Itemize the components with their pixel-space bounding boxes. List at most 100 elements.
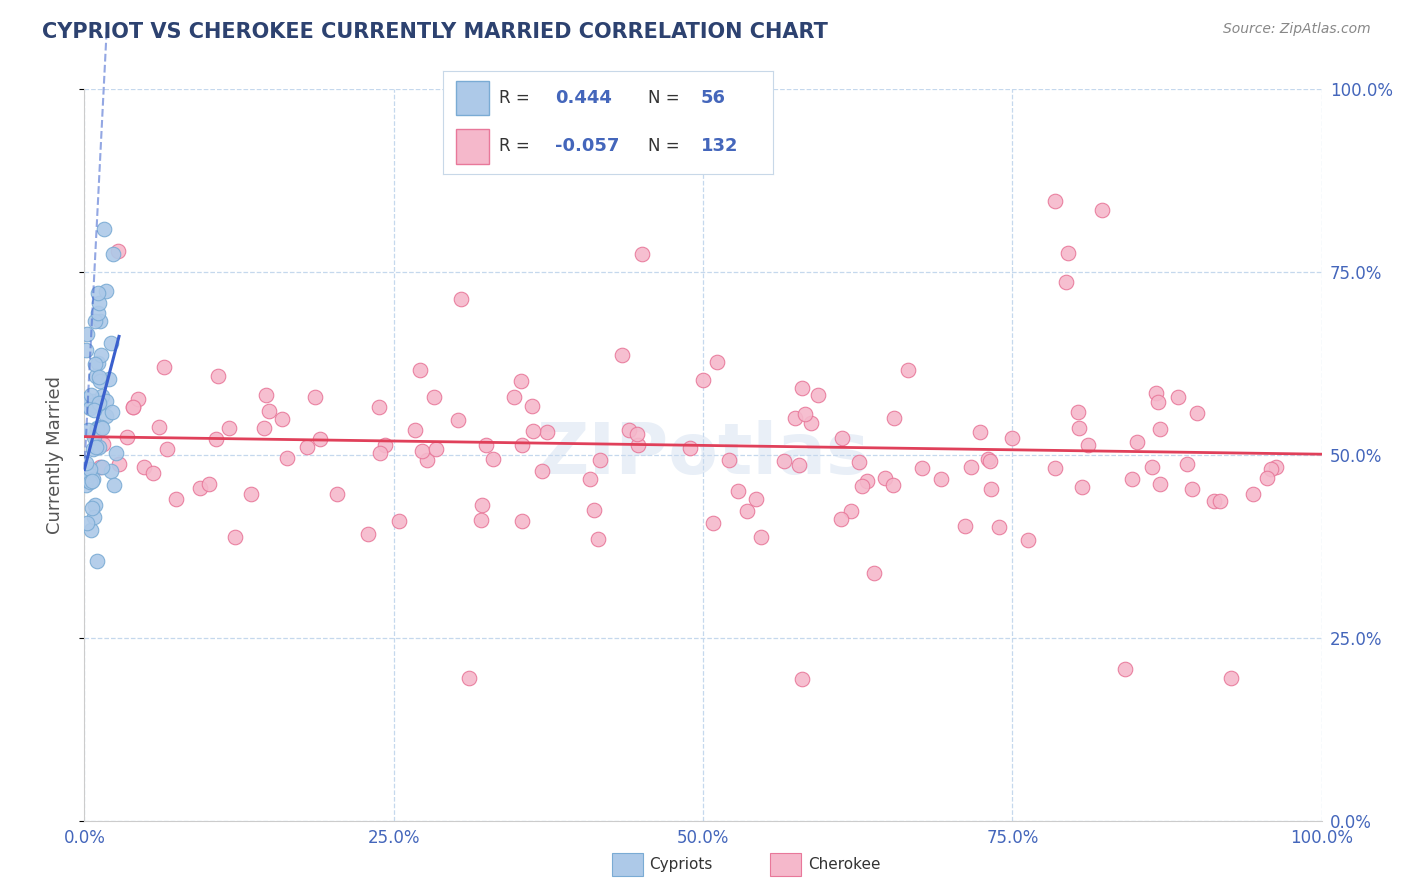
Text: N =: N = [648,89,679,107]
Point [1202,494,1225,508]
Point [800,416,823,430]
Point [988,520,1011,534]
Point [82,393,104,408]
Point [94,394,117,409]
Point [83,313,105,327]
Point [411,444,433,458]
Point [309,432,332,446]
Text: R =: R = [499,137,530,155]
Point [873,471,896,485]
Point [101,405,124,419]
Point [735,503,758,517]
Point [839,504,862,518]
Point [582,503,605,517]
Point [626,427,648,442]
Point [82,472,104,486]
Point [84,498,107,512]
Point [83,403,105,417]
Text: N =: N = [648,137,679,155]
Y-axis label: Currently Married: Currently Married [45,376,63,534]
Point [115,430,138,444]
Point [368,400,391,414]
Point [1069,421,1091,435]
Point [357,526,380,541]
Point [257,403,280,417]
Point [148,420,170,434]
Point [80,523,103,537]
Point [79,475,101,489]
Point [105,446,128,460]
Point [1241,487,1264,501]
Text: 132: 132 [700,137,738,155]
Point [240,487,263,501]
Point [75,474,97,488]
Point [718,453,741,467]
Point [155,442,177,456]
Point [79,468,101,483]
Point [980,483,1002,497]
Point [86,368,108,383]
Point [1220,672,1243,686]
Point [773,454,796,468]
Point [93,221,115,235]
Point [295,441,318,455]
Point [959,460,981,475]
Point [793,407,815,421]
Point [706,355,728,369]
Point [749,530,772,544]
Point [702,516,724,531]
Point [578,472,600,486]
Point [1147,395,1170,409]
Point [1181,482,1204,496]
Point [979,454,1001,468]
Point [276,450,298,465]
Point [510,438,533,452]
Point [1209,493,1232,508]
Point [368,445,391,459]
Point [107,244,129,259]
Point [977,451,1000,466]
Point [617,423,640,437]
Point [127,392,149,406]
Point [207,369,229,384]
Point [883,411,905,425]
Text: ZIPotlas: ZIPotlas [537,420,869,490]
Point [76,327,98,342]
Point [94,285,117,299]
Point [482,451,505,466]
Point [90,388,112,402]
Point [745,491,768,506]
Point [520,399,543,413]
Text: CYPRIOT VS CHEROKEE CURRENTLY MARRIED CORRELATION CHART: CYPRIOT VS CHEROKEE CURRENTLY MARRIED CO… [42,22,828,42]
Text: Cherokee: Cherokee [808,857,882,871]
Point [76,423,98,437]
Point [89,374,111,388]
Text: 56: 56 [700,89,725,107]
Point [831,431,853,445]
Point [510,514,533,528]
Point [90,420,112,434]
Point [86,422,108,436]
Point [450,292,472,306]
Point [502,390,524,404]
Point [270,412,292,426]
Point [1260,462,1282,476]
Point [1264,460,1286,475]
Point [121,401,143,415]
Point [423,390,446,404]
Point [1121,472,1143,486]
Point [586,533,609,547]
Point [132,460,155,475]
Point [89,460,111,475]
Point [79,461,101,475]
Point [165,491,187,506]
Point [374,438,396,452]
Point [75,343,97,358]
Point [692,373,714,387]
Point [1067,405,1090,419]
Point [254,387,277,401]
Point [224,531,246,545]
Point [142,467,165,481]
Point [1167,390,1189,404]
Point [789,458,811,472]
